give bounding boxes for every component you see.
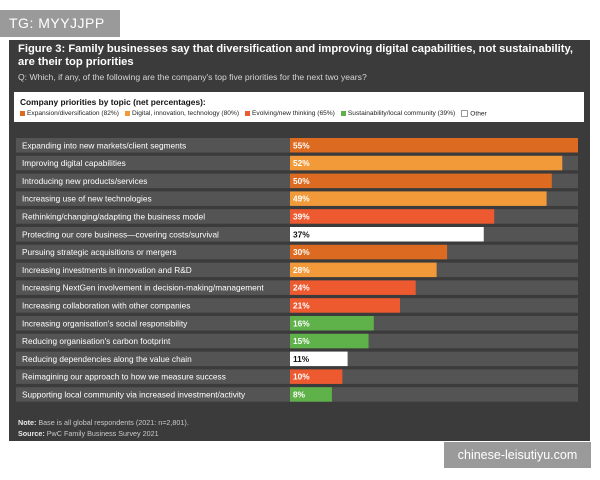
category-label: Reimagining our approach to how we measu… [22,372,226,382]
legend-label-sustainability: Sustainability/local community (39%) [347,110,456,118]
value-label: 55% [293,140,310,150]
legend-item-other: Other [461,110,487,117]
watermark-bottom: chinese-leisutiyu.com [444,442,591,468]
category-label: Increasing NextGen involvement in decisi… [22,283,264,293]
figure-title: Figure 3: Family businesses say that div… [18,43,573,68]
value-label: 37% [293,229,310,239]
source: Source: PwC Family Business Survey 2021 [18,429,159,438]
note-text: Base is all global respondents (2021: n=… [38,418,189,427]
bar-evolving [290,209,495,224]
bar-expansion [290,173,552,189]
source-label: Source: [18,429,45,438]
category-label: Rethinking/changing/adapting the busines… [22,211,205,221]
bar-evolving [290,280,416,295]
legend-title: Company priorities by topic (net percent… [20,97,206,107]
legend-swatch-other [461,110,469,117]
watermark-top: TG: MYYJJPP [0,10,120,37]
value-label: 8% [293,389,306,399]
category-label: Reducing dependencies along the value ch… [22,354,192,364]
legend-swatch-expansion [20,111,25,116]
bar-digital [290,262,437,278]
value-label: 30% [293,247,310,257]
bar-digital [290,155,563,171]
bar-expansion [290,138,578,153]
bar-evolving [290,369,343,384]
value-label: 50% [293,176,310,186]
bar-sustainability [290,387,332,402]
category-label: Supporting local community via increased… [22,389,246,399]
legend: Company priorities by topic (net percent… [14,92,584,122]
category-label: Introducing new products/services [22,176,147,186]
value-label: 16% [293,318,310,328]
source-text: PwC Family Business Survey 2021 [46,429,159,438]
legend-swatch-evolving [245,111,251,116]
bar-evolving [290,298,400,313]
category-label: Improving digital capabilities [22,158,126,168]
legend-item-evolving: Evolving/new thinking (65%) [245,110,335,117]
value-label: 21% [293,300,310,310]
legend-item-expansion: Expansion/diversification (82%) [20,110,119,117]
legend-item-digital: Digital, innovation, technology (80%) [125,110,239,117]
bar-sustainability [290,333,369,349]
category-label: Increasing collaboration with other comp… [22,300,190,310]
value-label: 24% [293,283,310,293]
category-label: Increasing organisation's social respons… [22,318,188,328]
legend-label-evolving: Evolving/new thinking (65%) [252,110,335,118]
legend-items: Expansion/diversification (82%) Digital, … [20,110,493,117]
value-label: 10% [293,372,310,382]
category-label: Protecting our core business—covering co… [22,229,219,239]
value-label: 52% [293,158,310,168]
legend-swatch-digital [125,111,130,116]
category-label: Increasing investments in innovation and… [22,265,192,275]
bar-other [290,227,484,242]
category-label: Pursuing strategic acquisitions or merge… [22,247,176,257]
question-text: Q: Which, if any, of the following are t… [18,72,367,82]
bar-digital [290,191,547,206]
value-label: 28% [293,265,310,275]
category-label: Expanding into new markets/client segmen… [22,140,186,150]
value-label: 39% [293,211,310,221]
legend-label-digital: Digital, innovation, technology (80%) [132,110,240,118]
category-label: Increasing use of new technologies [22,194,152,204]
note-label: Note: [18,418,37,427]
bar-expansion [290,244,448,260]
legend-label-expansion: Expansion/diversification (82%) [27,110,119,118]
category-label: Reducing organisation's carbon footprint [22,336,171,346]
value-label: 49% [293,194,310,204]
value-label: 15% [293,336,310,346]
legend-item-sustainability: Sustainability/local community (39%) [340,110,456,118]
bar-other [290,351,348,367]
note: Note: Base is all global respondents (20… [18,418,189,427]
legend-swatch-sustainability [340,111,346,116]
legend-label-other: Other [470,110,487,118]
bar-sustainability [290,316,374,331]
value-label: 11% [293,354,310,364]
